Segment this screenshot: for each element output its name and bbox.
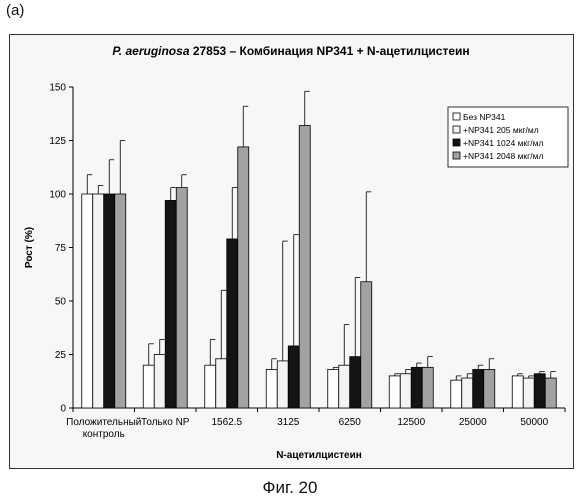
bar [350,357,361,408]
bar [512,376,523,408]
bar [238,147,249,408]
bar [93,194,104,408]
x-tick-label: 1562.5 [211,417,242,428]
bar [339,365,350,408]
bar [523,378,534,408]
legend-swatch [453,126,460,133]
legend-swatch [453,139,460,146]
bar [422,367,433,408]
bar [216,359,227,408]
x-tick-label-line: 12500 [397,417,425,428]
y-tick-label: 50 [55,297,67,308]
y-tick-label: 150 [49,83,66,94]
x-tick-label: Положительныйконтроль [66,417,141,440]
legend-entry: +NP341 1024 мкг/мл [463,138,543,148]
bar [277,361,288,408]
x-tick-label: 12500 [397,417,425,428]
chart-title-rest: 27853 – Комбинация NP341 + N-ацетилцисте… [190,44,470,58]
bar [328,369,339,408]
chart-title-organism: P. aeruginosa [112,44,189,58]
x-tick-label-line: 1562.5 [211,417,242,428]
bar [115,194,126,408]
bar [545,378,556,408]
bar-chart: P. aeruginosa 27853 – Комбинация NP341 +… [10,35,573,468]
x-tick-label-line: 3125 [277,417,300,428]
figure-caption: Фиг. 20 [0,478,580,498]
legend-swatch [453,152,460,159]
bar [462,378,473,408]
chart-frame: P. aeruginosa 27853 – Комбинация NP341 +… [9,34,574,469]
bar [227,239,238,408]
y-tick-label: 75 [55,243,67,254]
bar [411,367,422,408]
y-tick-label: 25 [55,350,67,361]
bar [165,200,176,408]
x-tick-label-line: 6250 [339,417,362,428]
bar [389,376,400,408]
bar [154,355,165,409]
bar [82,194,93,408]
x-tick-label-line: Положительный [66,417,141,428]
x-tick-label-line: 25000 [459,417,487,428]
x-tick-label: 6250 [339,417,362,428]
bar [288,346,299,408]
chart-title: P. aeruginosa 27853 – Комбинация NP341 +… [112,44,469,58]
x-axis-label: N-ацетилцистеин [276,450,362,461]
y-axis: 0 25 50 75 100 125 150 [49,83,73,415]
y-tick-label: 125 [49,136,66,147]
bar [205,365,216,408]
x-tick-label-line: Только NP [141,417,190,428]
x-tick-label-line: контроль [83,429,125,440]
y-tick-label: 100 [49,190,66,201]
x-tick-label: 50000 [520,417,548,428]
x-tick-label: 3125 [277,417,300,428]
bar [299,126,310,408]
bar [534,374,545,408]
x-tick-label: 25000 [459,417,487,428]
legend-entry: +NP341 2048 мкг/мл [463,151,543,161]
bar [484,369,495,408]
legend: Без NP341 +NP341 205 мкг/мл +NP341 1024 мк… [448,107,568,167]
bar [143,365,154,408]
bar [104,194,115,408]
bar [451,380,462,408]
x-axis: ПоложительныйконтрольТолько NP1562.53125… [66,408,565,440]
legend-entry: Без NP341 [463,112,506,122]
legend-swatch [453,113,460,120]
panel-label: (a) [6,2,24,19]
y-tick-label: 0 [60,404,66,415]
bar [176,188,187,408]
bar [361,282,372,408]
x-tick-label-line: 50000 [520,417,548,428]
bars [82,126,557,408]
legend-entry: +NP341 205 мкг/мл [463,125,539,135]
y-axis-label: Рост (%) [24,227,35,268]
bar [266,369,277,408]
x-tick-label: Только NP [141,417,190,428]
bar [400,374,411,408]
bar [473,369,484,408]
